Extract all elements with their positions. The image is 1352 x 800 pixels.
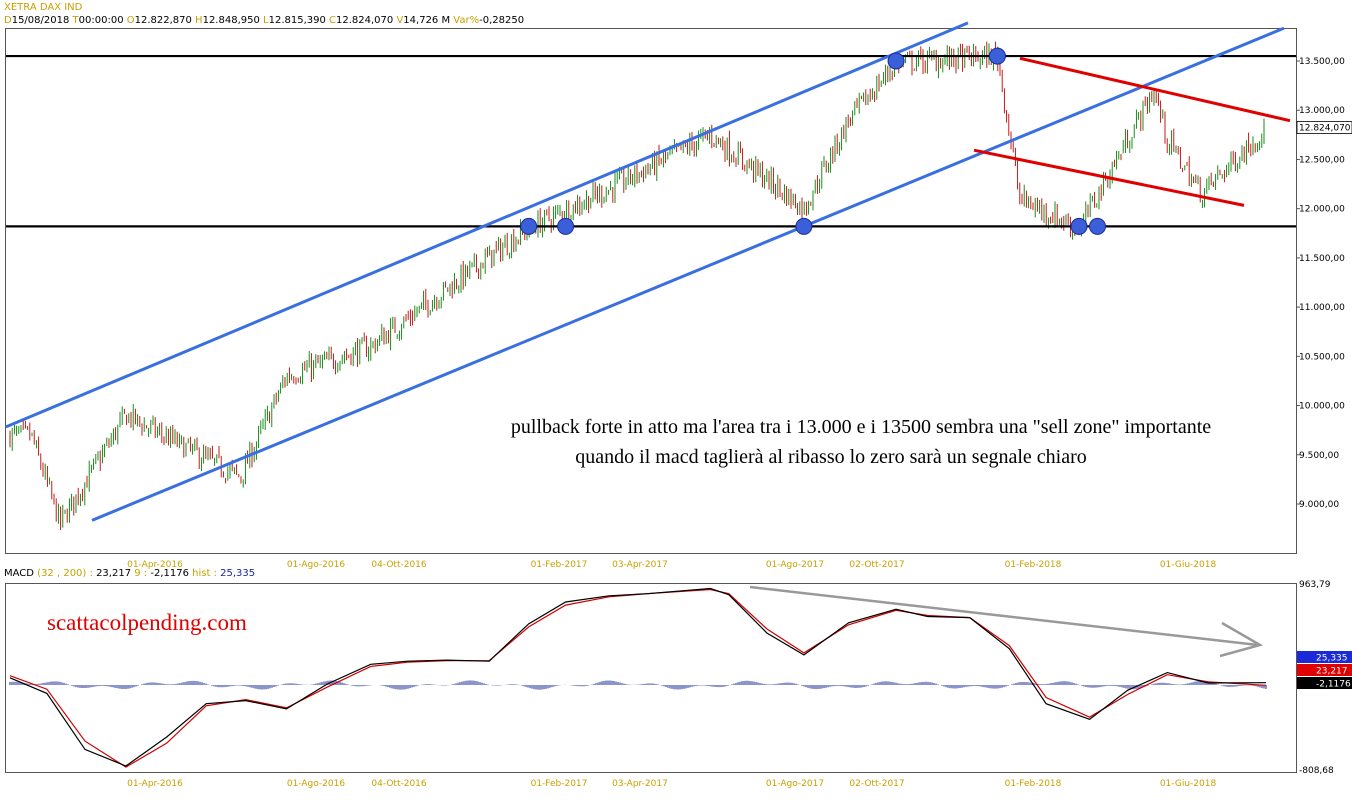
hist-value: 25,335 bbox=[220, 568, 256, 579]
macd-axis-top: 963,79 bbox=[1299, 580, 1331, 590]
ohlc-key: V bbox=[396, 15, 404, 26]
macd-line bbox=[9, 587, 1267, 767]
falling-channel-upper bbox=[1019, 56, 1291, 123]
ohlc-key: Var% bbox=[453, 15, 480, 26]
ohlc-key: T bbox=[72, 15, 79, 26]
ohlc-readout: D15/08/2018 T00:00:00 O12.822,870 H12.84… bbox=[4, 15, 524, 26]
date-tick-label: 01-Feb-2018 bbox=[1005, 779, 1062, 789]
macd-axis: 963,79 -808,68 25,335 23,217 -2,1176 bbox=[1297, 580, 1352, 776]
date-tick-label: 01-Giu-2018 bbox=[1160, 560, 1217, 570]
macd-trend-arrow-head bbox=[1219, 621, 1264, 658]
annotation-line-1: pullback forte in atto ma l'area tra i 1… bbox=[511, 416, 1211, 438]
date-tick-label: 04-Ott-2016 bbox=[371, 560, 427, 570]
touch-point bbox=[795, 217, 813, 235]
date-tick-label: 01-Ago-2016 bbox=[287, 779, 345, 789]
price-tick-label: 11.000,00 bbox=[1299, 303, 1345, 313]
price-tick-label: 12.500,00 bbox=[1299, 155, 1345, 165]
date-tick-label: 01-Feb-2017 bbox=[531, 779, 588, 789]
price-panel-frame bbox=[5, 28, 1297, 554]
price-tick-label: 11.500,00 bbox=[1299, 254, 1345, 264]
ohlc-key: D bbox=[4, 15, 12, 26]
ohlc-value: -0,28250 bbox=[479, 15, 525, 26]
macd-badge-label: 25,335 bbox=[1316, 654, 1348, 664]
date-tick-label: 03-Apr-2017 bbox=[612, 560, 668, 570]
date-tick-label: 01-Ago-2017 bbox=[766, 779, 824, 789]
macd-plot bbox=[9, 585, 1267, 768]
price-tick-label: 9.500,00 bbox=[1299, 451, 1339, 461]
date-tick-label: 02-Ott-2017 bbox=[849, 560, 904, 570]
touch-point bbox=[520, 217, 538, 235]
date-tick-label: 01-Apr-2016 bbox=[127, 779, 183, 789]
current-price-label: 12.824,070 bbox=[1299, 124, 1351, 134]
macd-badge-label: 23,217 bbox=[1316, 667, 1348, 677]
ohlc-value: 14,726 M bbox=[403, 15, 454, 26]
rising-channel-upper bbox=[5, 21, 969, 429]
signal-period: 9 : bbox=[134, 568, 148, 579]
ohlc-value: 12.848,950 bbox=[202, 15, 264, 26]
price-tick-label: 10.000,00 bbox=[1299, 402, 1345, 412]
price-tick-label: 9.000,00 bbox=[1299, 500, 1339, 510]
macd-panel-frame bbox=[5, 583, 1297, 773]
ohlc-value: 12.824,070 bbox=[336, 15, 397, 26]
date-tick-label: 02-Ott-2017 bbox=[849, 779, 904, 789]
macd-badge bbox=[1297, 677, 1352, 689]
price-tick-label: 13.000,00 bbox=[1299, 106, 1345, 116]
macd-value: 23,217 bbox=[96, 568, 132, 579]
trend-channels bbox=[5, 21, 1291, 522]
ohlc-value: 12.822,870 bbox=[134, 15, 196, 26]
ohlc-key: L bbox=[263, 15, 269, 26]
price-candles bbox=[9, 41, 1265, 531]
date-tick-label: 01-Feb-2018 bbox=[1005, 560, 1062, 570]
date-tick-label: 01-Ago-2016 bbox=[287, 560, 345, 570]
date-tick-label: 04-Ott-2016 bbox=[371, 779, 427, 789]
macd-badge-label: -2,1176 bbox=[1316, 680, 1351, 690]
annotations: pullback forte in atto ma l'area tra i 1… bbox=[47, 416, 1211, 635]
ohlc-key: H bbox=[195, 15, 203, 26]
price-tick-label: 10.500,00 bbox=[1299, 352, 1345, 362]
touch-point bbox=[887, 52, 905, 70]
macd-axis-bottom: -808,68 bbox=[1299, 766, 1334, 776]
ohlc-value: 15/08/2018 bbox=[11, 15, 73, 26]
macd-badge bbox=[1297, 651, 1352, 663]
falling-channel-lower bbox=[973, 148, 1245, 207]
ohlc-value: 12.815,390 bbox=[268, 15, 330, 26]
touch-point bbox=[1088, 217, 1106, 235]
date-tick-label: 01-Apr-2016 bbox=[127, 560, 183, 570]
touch-point bbox=[988, 47, 1006, 65]
ohlc-key: O bbox=[126, 15, 135, 26]
date-tick-label: 01-Ago-2017 bbox=[766, 560, 824, 570]
macd-params: (32 , 200) : bbox=[37, 568, 93, 579]
touch-points bbox=[520, 47, 1106, 235]
date-axes: 01-Apr-2016 01-Apr-2016 01-Ago-2016 01-Ago-… bbox=[127, 560, 1216, 789]
macd-badge bbox=[1297, 664, 1352, 676]
touch-point bbox=[557, 217, 575, 235]
price-tick-label: 13.500,00 bbox=[1299, 57, 1345, 67]
date-tick-label: 03-Apr-2017 bbox=[612, 779, 668, 789]
signal-value: -2,1176 bbox=[150, 568, 189, 579]
macd-name: MACD bbox=[4, 568, 34, 579]
date-tick-label: 01-Feb-2017 bbox=[531, 560, 588, 570]
hist-label: hist : bbox=[192, 568, 217, 579]
touch-point bbox=[1070, 217, 1088, 235]
price-tick-label: 12.000,00 bbox=[1299, 205, 1345, 215]
ohlc-key: C bbox=[329, 15, 337, 26]
annotation-line-2: quando il macd taglierà al ribasso lo ze… bbox=[575, 446, 1086, 468]
horizontal-levels bbox=[6, 54, 1296, 228]
macd-readout: MACD (32 , 200) : 23,217 9 : -2,1176 his… bbox=[4, 568, 255, 579]
date-tick-label: 01-Giu-2018 bbox=[1160, 779, 1217, 789]
ohlc-value: 00:00:00 bbox=[78, 15, 127, 26]
current-price-box bbox=[1296, 121, 1352, 134]
watermark: scattacolpending.com bbox=[47, 610, 247, 635]
price-axis: 9.000,00 9.500,00 10.000,00 10.500,00 11.000… bbox=[1296, 57, 1352, 510]
chart-frames bbox=[5, 28, 1297, 773]
rising-channel-lower bbox=[91, 26, 1285, 522]
instrument-title: XETRA DAX IND bbox=[4, 2, 83, 13]
macd-trend-arrow bbox=[749, 585, 1259, 647]
